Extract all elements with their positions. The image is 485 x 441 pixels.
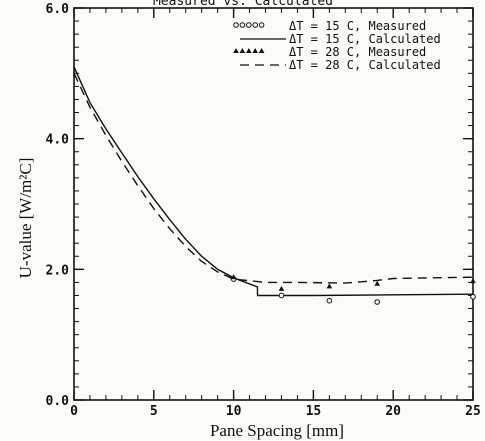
tick-labels: 0 5 10 15 20 25 0.0 2.0 4.0 6.0 [46, 2, 481, 419]
y-tick-label: 4.0 [46, 133, 70, 148]
y-tick-label: 6.0 [46, 2, 70, 17]
data-point-t-15-c-measured [326, 297, 333, 304]
y-axis-label: U-value [W/m²C] [16, 158, 35, 279]
legend-symbol-t-28-c-measured [233, 48, 239, 53]
series-line-t-28-c-calculated [73, 73, 474, 284]
data-point-t-28-c-measured [230, 274, 237, 280]
legend-symbol-t-28-c-measured [258, 48, 265, 53]
series-line-t-15-c-calculated [73, 66, 474, 297]
legend-label-t-15-c-measured: ΔT = 15 C, Measured [289, 19, 426, 33]
legend-symbol-t-15-c-measured [258, 22, 265, 28]
x-tick-label: 20 [385, 404, 401, 419]
legend-label-t-28-c-measured: ΔT = 28 C, Measured [289, 45, 426, 59]
x-tick-label: 25 [465, 404, 481, 419]
legend-symbol-t-15-c-measured [246, 22, 252, 28]
marker-layer [230, 274, 476, 305]
data-point-t-15-c-measured [278, 292, 285, 299]
major-ticks [73, 7, 474, 401]
legend-label-t-15-c-calculated: ΔT = 15 C, Calculated [289, 32, 441, 46]
legend-symbol-t-15-c-measured [252, 22, 258, 28]
data-point-t-28-c-measured [470, 278, 476, 284]
x-tick-label: 0 [70, 404, 78, 419]
data-point-t-28-c-measured [374, 280, 381, 286]
x-tick-label: 15 [306, 404, 322, 419]
legend-symbol-t-28-c-measured [246, 48, 252, 53]
series-layer [73, 66, 474, 297]
legend-symbol-t-15-c-measured [233, 22, 239, 28]
data-point-t-15-c-measured [374, 299, 381, 305]
chart-title: Measured vs. Calculated [153, 0, 333, 9]
data-point-t-28-c-measured [278, 285, 285, 291]
legend-symbol-t-28-c-measured [239, 48, 246, 53]
data-point-t-15-c-measured [470, 293, 476, 300]
x-axis-label: Pane Spacing [mm] [210, 421, 344, 440]
x-tick-label: 10 [226, 404, 242, 419]
legend-symbol-t-15-c-measured [239, 22, 246, 28]
y-tick-label: 2.0 [46, 263, 70, 278]
data-point-t-28-c-measured [326, 283, 333, 289]
y-tick-label: 0.0 [46, 394, 70, 409]
x-tick-label: 5 [150, 404, 158, 419]
legend-label-t-28-c-calculated: ΔT = 28 C, Calculated [289, 58, 441, 72]
legend-symbol-t-28-c-measured [252, 48, 258, 53]
